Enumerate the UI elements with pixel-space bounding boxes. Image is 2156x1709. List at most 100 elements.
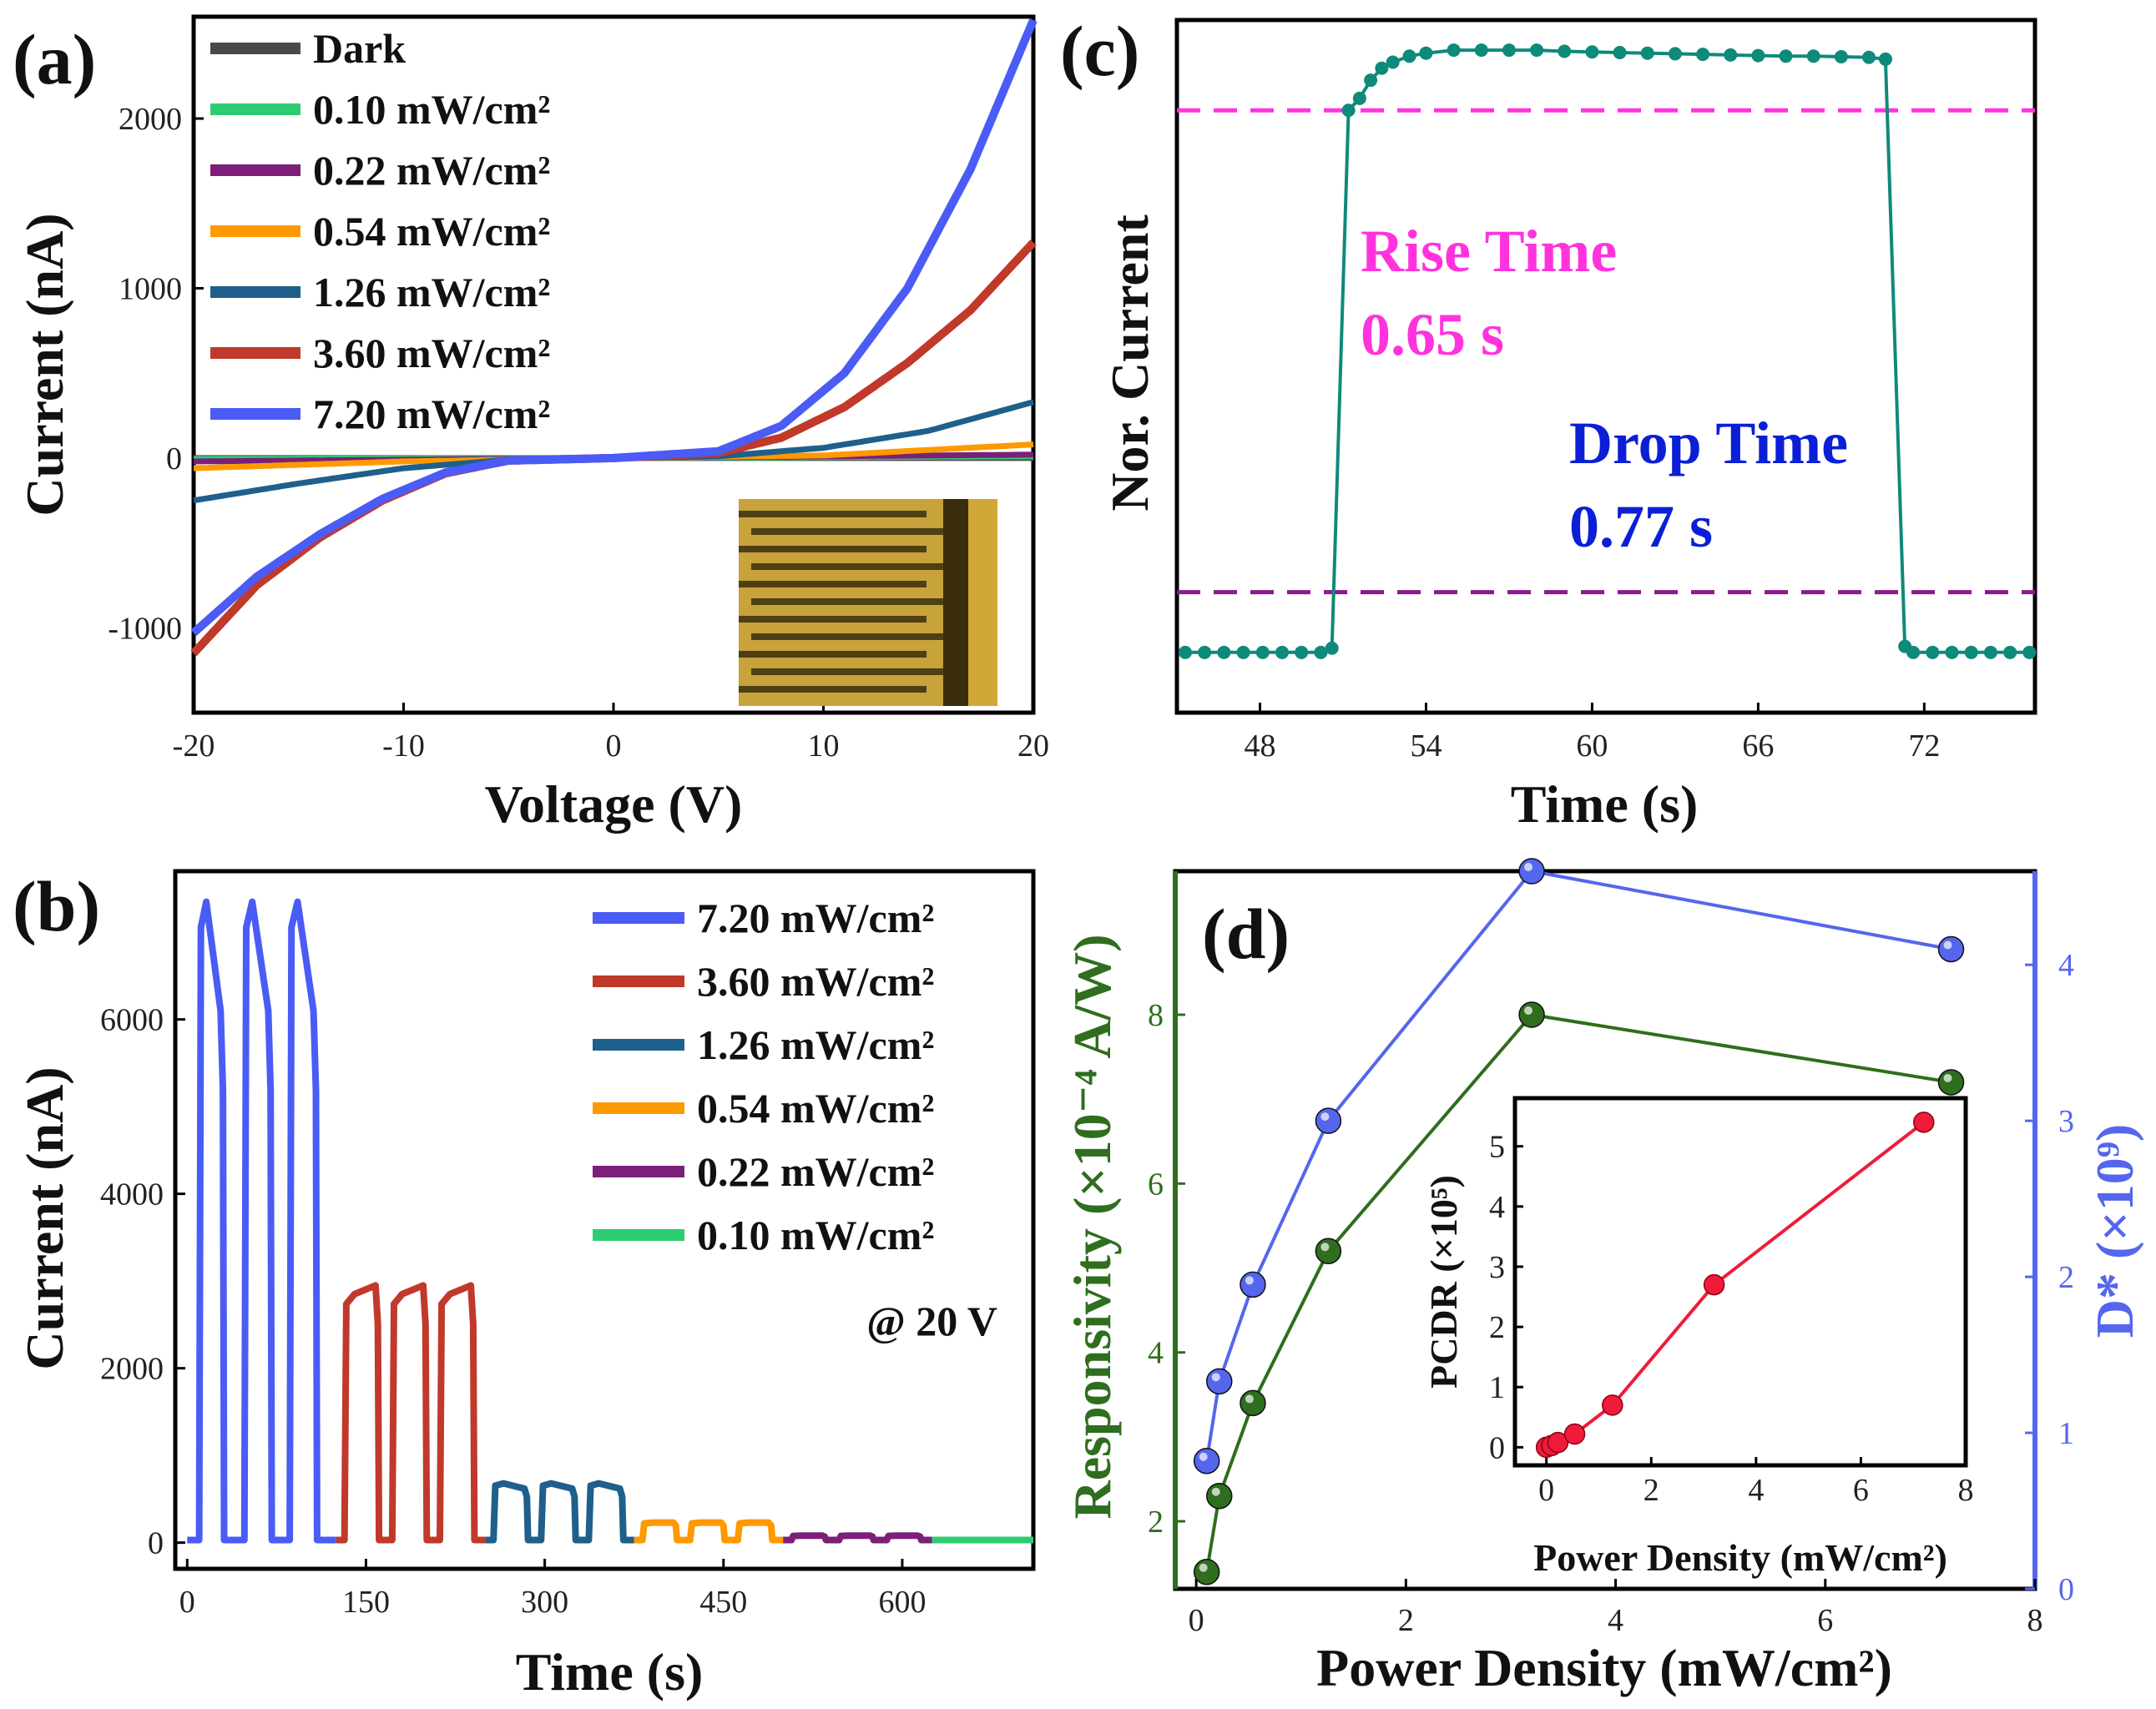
d-point-highlight [1199, 1452, 1208, 1461]
d-ytick-right-label: 2 [2058, 1260, 2074, 1295]
d-series-point-0 [1315, 1238, 1342, 1265]
micrograph-finger [739, 511, 927, 517]
c-point [1502, 43, 1516, 58]
d-series-point-1 [1206, 1368, 1233, 1395]
b-trace-4 [783, 1532, 932, 1544]
b-trace-0 [187, 898, 336, 1544]
d-point-highlight [1211, 1487, 1220, 1496]
inset-frame [1512, 1096, 1968, 1468]
c-point [1862, 50, 1876, 64]
a-xtick-label: -20 [173, 728, 215, 764]
a-ytick-label: 2000 [119, 102, 182, 137]
inset-ytick-label: 0 [1489, 1430, 1505, 1465]
b-xtick-label: 150 [342, 1585, 390, 1620]
panel-a-ylabel: Current (nA) [15, 213, 74, 516]
panel-a-ticks: -20 -10 0 10 20 -1000 0 1000 2000 [108, 102, 1049, 764]
a-curve-6 [190, 18, 1038, 637]
panel-d-ylabel-right: D* (×10⁹) [2085, 1124, 2144, 1338]
a-legend-label: Dark [313, 25, 406, 72]
d-xtick-label: 0 [1189, 1603, 1204, 1638]
d-ytick-right-label: 4 [2058, 948, 2074, 983]
panel-d-lines [1193, 858, 1965, 1585]
d-series-point-0 [1240, 1389, 1266, 1417]
d-series-point-1 [1315, 1107, 1342, 1134]
d-point-highlight [1245, 1276, 1254, 1285]
a-legend-label: 7.20 mW/cm² [313, 391, 550, 437]
panel-d-xlabel: Power Density (mW/cm²) [1316, 1638, 1892, 1697]
d-point-highlight [1199, 1563, 1208, 1572]
a-legend-label: 0.22 mW/cm² [313, 147, 550, 194]
d-ytick-left-label: 6 [1148, 1167, 1164, 1202]
panel-a-label: (a) [13, 19, 96, 99]
micrograph-finger [751, 633, 943, 640]
c-point [1447, 43, 1461, 58]
panel-d-label: (d) [1202, 894, 1290, 974]
d-ytick-left-label: 2 [1148, 1505, 1164, 1540]
panel-c-ticks: 48 54 60 66 72 [1244, 703, 1940, 764]
c-point [1352, 91, 1366, 105]
c-point [1906, 645, 1921, 659]
c-point [1878, 52, 1892, 66]
d-point-highlight [1245, 1394, 1254, 1404]
inset-ytick-label: 3 [1489, 1250, 1505, 1285]
d-point-highlight [1524, 863, 1533, 871]
panel-c-lines [1177, 43, 2037, 659]
d-ytick-left-label: 4 [1148, 1336, 1164, 1371]
c-trace [1184, 48, 2030, 654]
d-series-point-1 [1518, 858, 1545, 885]
panel-c-frame [1174, 18, 2037, 715]
c-xtick-label: 60 [1576, 728, 1608, 764]
c-xtick-label: 66 [1742, 728, 1774, 764]
inset-point [1563, 1423, 1586, 1445]
panel-a-lines [190, 18, 1038, 657]
b-trace-2 [485, 1480, 634, 1544]
panel-c-xlabel: Time (s) [1511, 774, 1699, 834]
micrograph-finger [739, 546, 927, 552]
c-point [1964, 645, 1978, 659]
d-point-highlight [1211, 1373, 1220, 1382]
c-xtick-label: 72 [1908, 728, 1940, 764]
micrograph-finger [751, 563, 943, 570]
b-ytick-label: 4000 [100, 1177, 164, 1212]
c-point [1585, 45, 1599, 59]
inset-ytick-label: 2 [1489, 1310, 1505, 1345]
d-series-point-1 [1937, 935, 1965, 963]
c-point [1295, 645, 1309, 659]
c-point [1834, 50, 1848, 64]
inset-xtick-label: 2 [1644, 1473, 1659, 1508]
panel-a-xlabel: Voltage (V) [485, 774, 743, 834]
d-point-highlight [1943, 940, 1952, 950]
c-point [1779, 49, 1793, 63]
a-xtick-label: -10 [382, 728, 425, 764]
c-point [1198, 645, 1212, 659]
panel-a-inset-micrograph [739, 499, 997, 706]
micrograph-fingers [739, 511, 943, 693]
micrograph-finger [739, 616, 927, 623]
a-legend-label: 0.54 mW/cm² [313, 208, 550, 255]
d-point-highlight [1320, 1243, 1330, 1252]
d-point-highlight [1524, 1006, 1533, 1015]
drop-time-value: 0.77 s [1569, 493, 1713, 560]
panel-b-ylabel: Current (nA) [15, 1066, 74, 1369]
b-legend-label: 0.22 mW/cm² [697, 1148, 934, 1195]
c-point [1668, 47, 1682, 61]
d-xtick-label: 6 [1817, 1603, 1833, 1638]
c-point [1402, 49, 1416, 63]
inset-ytick-label: 4 [1489, 1190, 1505, 1225]
micrograph-finger [751, 528, 943, 535]
inset-point [1703, 1273, 1725, 1296]
inset-ytick-label: 1 [1489, 1370, 1505, 1405]
d-xtick-label: 4 [1608, 1603, 1623, 1638]
d-ytick-right-label: 1 [2058, 1416, 2074, 1451]
inset-lines [1535, 1112, 1935, 1459]
micrograph-finger [751, 668, 943, 675]
c-xtick-label: 54 [1410, 728, 1442, 764]
d-ytick-left-label: 8 [1148, 998, 1164, 1033]
micrograph-finger [739, 686, 927, 693]
micrograph-finger [739, 581, 927, 587]
rise-time-value: 0.65 s [1361, 301, 1504, 368]
c-point [1217, 645, 1231, 659]
b-trace-3 [634, 1519, 784, 1544]
